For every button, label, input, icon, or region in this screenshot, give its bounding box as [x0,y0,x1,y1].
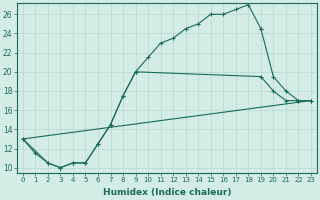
X-axis label: Humidex (Indice chaleur): Humidex (Indice chaleur) [103,188,231,197]
